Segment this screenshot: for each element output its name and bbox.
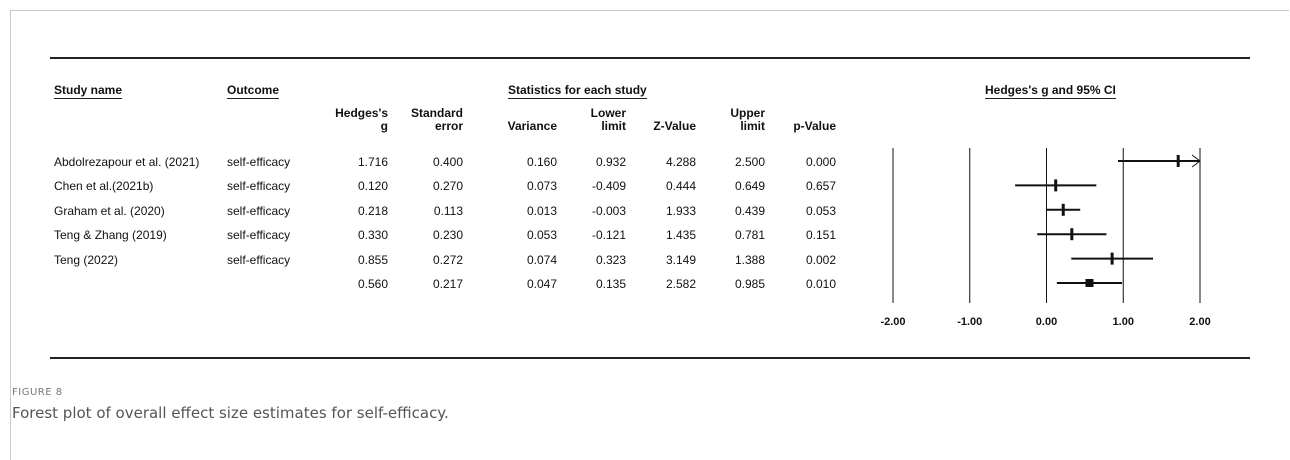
- cell-var: 0.073: [526, 179, 557, 194]
- bottom-rule: [50, 357, 1250, 359]
- summary-lower: 0.135: [595, 277, 626, 291]
- cell-var: 0.160: [526, 155, 557, 169]
- cell-z: 1.435: [665, 228, 696, 243]
- cell-upper: 0.649: [734, 179, 765, 194]
- figure-caption: Forest plot of overall effect size estim…: [12, 404, 449, 422]
- cell-se: 0.272: [432, 252, 463, 267]
- top-rule: [50, 57, 1250, 59]
- column-header-var: Variance: [507, 119, 557, 133]
- column-header-z: Z-Value: [653, 119, 696, 133]
- cell-p: 0.151: [805, 228, 836, 243]
- cell-se: 0.113: [433, 203, 463, 218]
- x-tick-label: 2.00: [1189, 316, 1210, 328]
- summary-estimate: [1085, 279, 1094, 287]
- summary-upper: 0.985: [734, 277, 765, 291]
- ci-arrow: [1191, 154, 1201, 168]
- figure-frame: [10, 10, 1289, 460]
- cell-z: 1.933: [665, 203, 696, 218]
- cell-g: 0.330: [357, 228, 388, 243]
- x-tick-label: -1.00: [957, 316, 982, 328]
- x-tick-label: 0.00: [1036, 316, 1057, 328]
- point-estimate: [1110, 252, 1114, 265]
- outcome: self-efficacy: [227, 228, 291, 243]
- study-name: Chen et al.(2021b): [54, 179, 154, 194]
- cell-lower: 0.323: [595, 252, 626, 267]
- summary-z: 2.582: [665, 277, 696, 291]
- cell-z: 4.288: [665, 155, 696, 169]
- header-plot: Hedges's g and 95% CI: [985, 83, 1116, 99]
- cell-lower: -0.409: [591, 179, 626, 194]
- x-tick-label: 1.00: [1113, 316, 1134, 328]
- column-header-se: Standard error: [410, 106, 463, 133]
- header-study-name: Study name: [54, 83, 123, 99]
- cell-var: 0.053: [526, 228, 557, 243]
- column-header-lower: Lower limit: [590, 106, 626, 133]
- cell-var: 0.013: [526, 203, 557, 218]
- cell-p: 0.000: [805, 155, 836, 169]
- column-header-p: p-Value: [793, 119, 836, 133]
- point-estimate: [1070, 228, 1074, 241]
- cell-se: 0.400: [432, 155, 463, 169]
- cell-se: 0.270: [432, 179, 463, 194]
- cell-p: 0.053: [805, 203, 836, 218]
- cell-upper: 1.388: [734, 252, 765, 267]
- x-tick-label: -2.00: [880, 316, 905, 328]
- cell-lower: -0.121: [591, 228, 626, 243]
- outcome: self-efficacy: [227, 179, 291, 194]
- column-header-upper: Upper limit: [730, 106, 765, 133]
- cell-lower: 0.932: [595, 155, 626, 169]
- outcome: self-efficacy: [227, 203, 291, 218]
- cell-p: 0.002: [805, 252, 836, 267]
- header-statistics: Statistics for each study: [508, 83, 647, 99]
- cell-var: 0.074: [526, 252, 557, 267]
- cell-z: 3.149: [665, 252, 696, 267]
- cell-g: 0.855: [357, 252, 388, 267]
- study-name: Teng (2022): [54, 252, 119, 267]
- summary-se: 0.217: [432, 277, 463, 291]
- cell-upper: 0.439: [734, 203, 765, 218]
- cell-p: 0.657: [805, 179, 836, 194]
- cell-g: 1.716: [357, 155, 388, 169]
- figure-label: FIGURE 8: [12, 387, 63, 398]
- cell-upper: 2.500: [734, 155, 765, 169]
- summary-var: 0.047: [526, 277, 557, 291]
- study-name: Abdolrezapour et al. (2021): [54, 155, 200, 169]
- point-estimate: [1054, 179, 1058, 192]
- outcome: self-efficacy: [227, 155, 291, 169]
- cell-upper: 0.781: [734, 228, 765, 243]
- point-estimate: [1176, 155, 1180, 167]
- cell-g: 0.120: [357, 179, 388, 194]
- summary-p: 0.010: [805, 277, 836, 291]
- outcome: self-efficacy: [227, 252, 291, 267]
- cell-lower: -0.003: [591, 203, 626, 218]
- study-name: Graham et al. (2020): [54, 203, 165, 218]
- point-estimate: [1061, 203, 1065, 216]
- header-outcome: Outcome: [227, 83, 280, 99]
- cell-z: 0.444: [665, 179, 696, 194]
- column-header-g: Hedges's g: [335, 106, 388, 133]
- cell-se: 0.230: [432, 228, 463, 243]
- cell-g: 0.218: [357, 203, 388, 218]
- summary-g: 0.560: [357, 277, 388, 291]
- study-name: Teng & Zhang (2019): [54, 228, 167, 243]
